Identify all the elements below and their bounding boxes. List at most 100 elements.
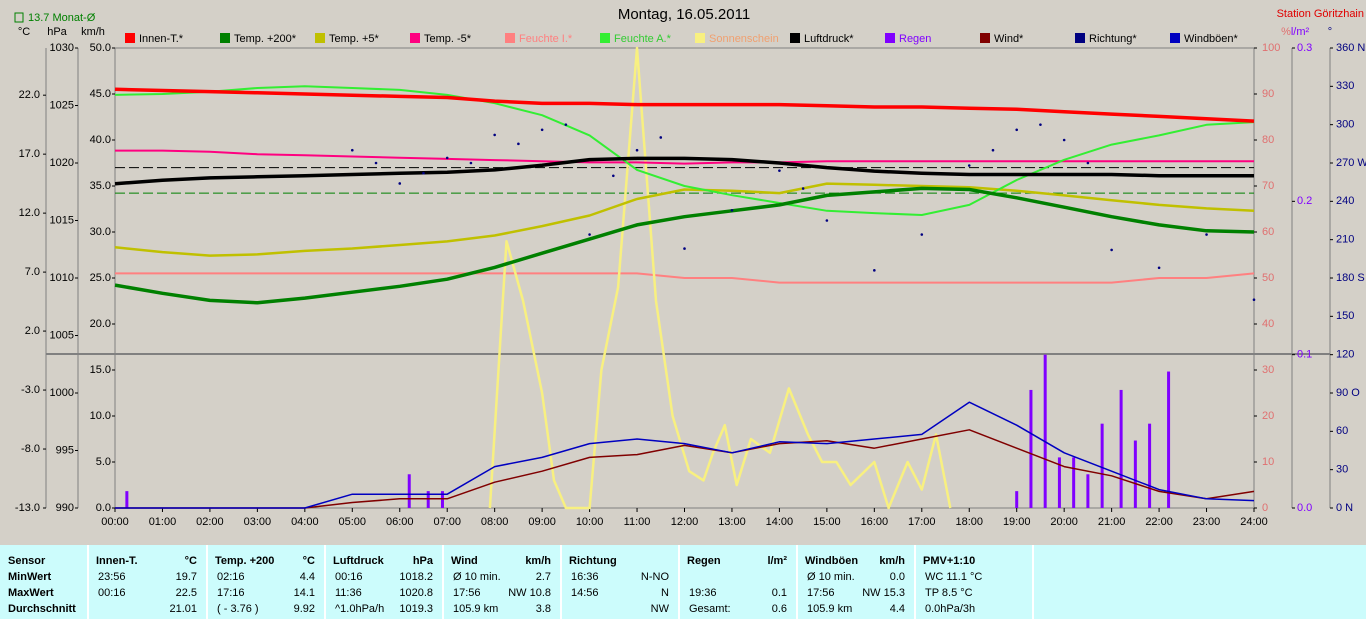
table-unit: km/h xyxy=(879,555,905,567)
y-tick-label: 0 N xyxy=(1336,502,1353,514)
direction-dot xyxy=(540,128,544,132)
x-tick-label: 00:00 xyxy=(101,516,129,528)
y-tick-label: 30 xyxy=(1336,464,1348,476)
table-cell: 19:36 xyxy=(689,587,717,599)
y-tick-label: 20.0 xyxy=(90,318,111,330)
table-cell: Ø 10 min. xyxy=(453,571,501,583)
rain-bar xyxy=(407,474,411,508)
direction-dot xyxy=(825,219,829,222)
legend-label: Temp. +200* xyxy=(234,33,297,45)
direction-dot xyxy=(469,161,473,165)
x-tick-label: 20:00 xyxy=(1050,516,1078,528)
direction-dot xyxy=(683,247,686,250)
table-cell: NW 15.3 xyxy=(862,587,905,599)
y-tick-label: 1025 xyxy=(50,99,74,111)
legend-label: Feuchte I.* xyxy=(519,33,573,45)
x-tick-label: 02:00 xyxy=(196,516,224,528)
direction-dot xyxy=(1086,161,1090,165)
direction-dot xyxy=(1015,128,1019,132)
table-cell: N xyxy=(661,587,669,599)
direction-dot xyxy=(445,156,449,160)
series-line xyxy=(488,46,952,510)
direction-dot xyxy=(1205,233,1208,236)
table-unit: km/h xyxy=(525,555,551,567)
x-tick-label: 10:00 xyxy=(576,516,604,528)
series-line xyxy=(114,186,1255,305)
axis-unit: hPa xyxy=(47,26,67,38)
x-tick-label: 04:00 xyxy=(291,516,319,528)
y-tick-label: 15.0 xyxy=(90,364,111,376)
x-tick-label: 07:00 xyxy=(433,516,461,528)
rain-bar xyxy=(1167,371,1171,508)
table-cell: 17:16 xyxy=(217,587,245,599)
rain-bar xyxy=(1072,457,1076,508)
axis-unit: ° xyxy=(1328,26,1332,38)
legend-swatch xyxy=(790,33,800,43)
table-cell: ^1.0hPa/h xyxy=(335,603,384,615)
y-tick-label: 1030 xyxy=(50,42,74,54)
table-cell: 02:16 xyxy=(217,571,245,583)
table-header: Windböen xyxy=(805,555,858,567)
axis-unit: % xyxy=(1281,26,1291,38)
table-cell: Durchschnitt xyxy=(8,603,76,615)
legend-label: Temp. -5* xyxy=(424,33,472,45)
table-cell: 14:56 xyxy=(571,587,599,599)
x-tick-label: 03:00 xyxy=(244,516,272,528)
table-cell: NW xyxy=(651,603,670,615)
x-tick-label: 05:00 xyxy=(339,516,367,528)
y-tick-label: 360 N xyxy=(1336,42,1365,54)
table-header: Innen-T. xyxy=(96,555,138,567)
y-tick-label: 30.0 xyxy=(90,226,111,238)
legend-swatch xyxy=(695,33,705,43)
y-tick-label: 0.2 xyxy=(1297,195,1312,207)
x-tick-label: 24:00 xyxy=(1240,516,1268,528)
monthly-mean-label: 13.7 Monat-Ø xyxy=(28,12,96,24)
rain-bar xyxy=(1100,423,1104,508)
legend-label: Wind* xyxy=(994,33,1024,45)
y-tick-label: 1000 xyxy=(50,387,74,399)
legend-swatch xyxy=(315,33,325,43)
direction-dot xyxy=(873,269,876,272)
legend-label: Regen xyxy=(899,33,931,45)
table-background xyxy=(0,545,1366,619)
axis-unit: °C xyxy=(18,26,30,38)
x-tick-label: 09:00 xyxy=(528,516,556,528)
y-tick-label: 50.0 xyxy=(90,42,111,54)
table-cell: 17:56 xyxy=(807,587,835,599)
rain-bar xyxy=(125,491,129,508)
y-tick-label: 50 xyxy=(1262,272,1274,284)
station-name: Station Göritzhain xyxy=(1277,8,1364,20)
x-tick-label: 15:00 xyxy=(813,516,841,528)
axis-unit: l/m² xyxy=(1291,26,1310,38)
legend-label: Temp. +5* xyxy=(329,33,380,45)
direction-dot xyxy=(374,161,378,165)
table-header: Wind xyxy=(451,555,478,567)
direction-dot xyxy=(612,174,615,178)
axis-unit: km/h xyxy=(81,26,105,38)
table-cell: 11:36 xyxy=(335,587,362,599)
direction-dot xyxy=(778,169,781,172)
table-cell: 16:36 xyxy=(571,571,599,583)
table-cell: 23:56 xyxy=(98,571,126,583)
y-tick-label: 1015 xyxy=(50,214,74,226)
x-tick-label: 08:00 xyxy=(481,516,509,528)
y-tick-label: 120 xyxy=(1336,349,1354,361)
table-header: PMV+1:10 xyxy=(923,555,975,567)
y-tick-label: 1010 xyxy=(50,272,74,284)
legend-swatch xyxy=(505,33,515,43)
x-tick-label: 01:00 xyxy=(149,516,177,528)
y-tick-label: 240 xyxy=(1336,195,1354,207)
direction-dot xyxy=(801,187,805,190)
y-tick-label: 150 xyxy=(1336,310,1354,322)
direction-dot xyxy=(1110,248,1113,252)
legend-swatch xyxy=(600,33,610,43)
direction-dot xyxy=(635,148,639,152)
y-tick-label: 990 xyxy=(56,502,74,514)
table-cell: 0.1 xyxy=(772,587,787,599)
y-tick-label: 25.0 xyxy=(90,272,111,284)
rain-bar xyxy=(1086,474,1090,508)
table-cell: Ø 10 min. xyxy=(807,571,855,583)
y-tick-label: 22.0 xyxy=(19,89,40,101)
direction-dot xyxy=(659,136,663,139)
y-tick-label: 70 xyxy=(1262,180,1274,192)
